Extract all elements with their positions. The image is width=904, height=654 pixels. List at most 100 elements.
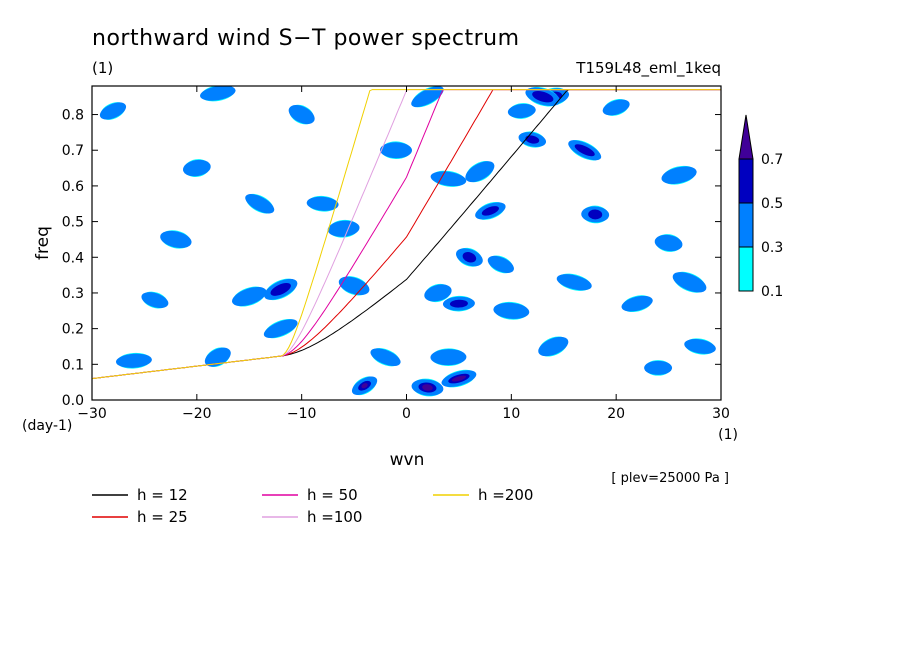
contour-level-1	[141, 292, 169, 309]
contour-level-1	[538, 336, 569, 357]
contour-level-1	[200, 86, 236, 101]
contour-patch	[581, 205, 610, 224]
contour-level-1	[380, 142, 413, 159]
x-tick-label: −10	[287, 406, 317, 422]
y-tick-label: 0.2	[62, 322, 84, 338]
contour-patch	[380, 141, 413, 160]
contour-level-1	[487, 255, 514, 273]
contour-patch	[338, 276, 370, 296]
contour-level-1	[182, 159, 211, 177]
contour-level-1	[556, 274, 592, 291]
y-axis-label: freq	[33, 226, 53, 260]
contour-patch	[525, 86, 561, 107]
contour-level-1	[338, 276, 370, 296]
contour-patch	[621, 295, 653, 313]
x-tick-label: 10	[502, 406, 520, 422]
contour-level-1	[327, 220, 360, 237]
x-tick-label: 30	[712, 406, 730, 422]
contour-level-1	[430, 171, 467, 187]
contour-level-1	[99, 102, 127, 120]
colorbar-label: 0.5	[761, 196, 783, 212]
x-axis-ticks: −30 −20 −10 0 10 20 30	[77, 86, 730, 422]
contour-level-1	[672, 272, 707, 293]
contour-level-1	[370, 348, 401, 367]
contour-level-3	[451, 375, 467, 382]
contour-patch	[411, 86, 444, 108]
contour-patch	[200, 86, 236, 102]
y-tick-label: 0.4	[62, 250, 84, 266]
contour-patch	[288, 104, 315, 125]
contour-level-1	[644, 360, 673, 375]
chart-subtitle-right: T159L48_eml_1keq	[575, 59, 721, 78]
contour-patch	[99, 102, 127, 120]
contour-level-1	[160, 230, 192, 249]
contour-patch	[232, 286, 267, 307]
legend-label: h = 50	[307, 486, 358, 504]
contour-level-1	[411, 86, 444, 108]
y-tick-label: 0.5	[62, 215, 84, 231]
contour-level-2	[449, 299, 468, 308]
y-tick-label: 0.8	[62, 108, 84, 124]
contour-level-1	[232, 286, 267, 307]
contour-patch	[442, 295, 475, 312]
contour-patch	[263, 319, 298, 339]
colorbar-segment	[738, 202, 754, 248]
contour-patch	[245, 193, 275, 214]
chart-title: northward wind S−T power spectrum	[92, 26, 520, 51]
colorbar-label: 0.7	[761, 152, 783, 168]
x-axis-label: wvn	[390, 450, 425, 470]
contour-level-1	[115, 353, 152, 368]
legend-label: h =200	[478, 486, 533, 504]
contour-patch	[430, 348, 467, 366]
contour-patch	[264, 278, 298, 301]
contour-level-1	[263, 319, 298, 338]
contour-field	[99, 86, 716, 397]
contour-patch	[160, 230, 192, 249]
contour-level-1	[288, 104, 315, 125]
curve-legend: h = 12 h = 25 h = 50 h =100 h =200	[92, 486, 533, 526]
contour-level-1	[684, 339, 716, 354]
contour-patch	[456, 247, 483, 267]
contour-level-2	[574, 144, 595, 157]
y-unit-label: (day-1)	[22, 418, 72, 434]
contour-patch	[204, 347, 231, 367]
contour-patch	[327, 219, 360, 238]
contour-level-1	[465, 161, 495, 183]
contour-level-3	[422, 384, 433, 391]
colorbar-segment	[738, 246, 754, 292]
contour-patch	[141, 291, 169, 309]
contour-level-3	[361, 383, 368, 389]
contour-level-1	[245, 194, 275, 214]
contour-patch	[538, 336, 569, 357]
contour-patch	[568, 139, 602, 161]
contour-patch	[556, 273, 592, 291]
x-tick-label: 0	[402, 406, 411, 422]
contour-level-2	[270, 282, 291, 296]
contour-patch	[351, 376, 378, 396]
contour-patch	[182, 159, 211, 177]
chart-subtitle-left: (1)	[92, 59, 113, 77]
y-tick-label: 0.3	[62, 286, 84, 302]
contour-patch	[475, 201, 506, 220]
contour-patch	[661, 165, 697, 185]
contour-patch	[507, 103, 536, 119]
contour-level-1	[493, 302, 530, 319]
contour-patch	[465, 161, 495, 183]
legend-label: h = 25	[137, 508, 188, 526]
contour-level-1	[306, 196, 339, 211]
contour-patch	[411, 378, 444, 397]
y-tick-label: 0.6	[62, 179, 84, 195]
contour-patch	[306, 195, 339, 212]
contour-level-1	[507, 103, 536, 119]
contour-level-2	[532, 91, 554, 103]
contour-patch	[370, 348, 401, 367]
x-tick-label: 20	[607, 406, 625, 422]
colorbar-label: 0.3	[761, 240, 783, 256]
plot-background	[92, 86, 721, 400]
contour-level-2	[462, 252, 477, 263]
contour-patch	[487, 255, 514, 274]
legend-label: h = 12	[137, 486, 188, 504]
x-tick-label: −20	[182, 406, 212, 422]
colorbar-triangle	[738, 114, 754, 160]
